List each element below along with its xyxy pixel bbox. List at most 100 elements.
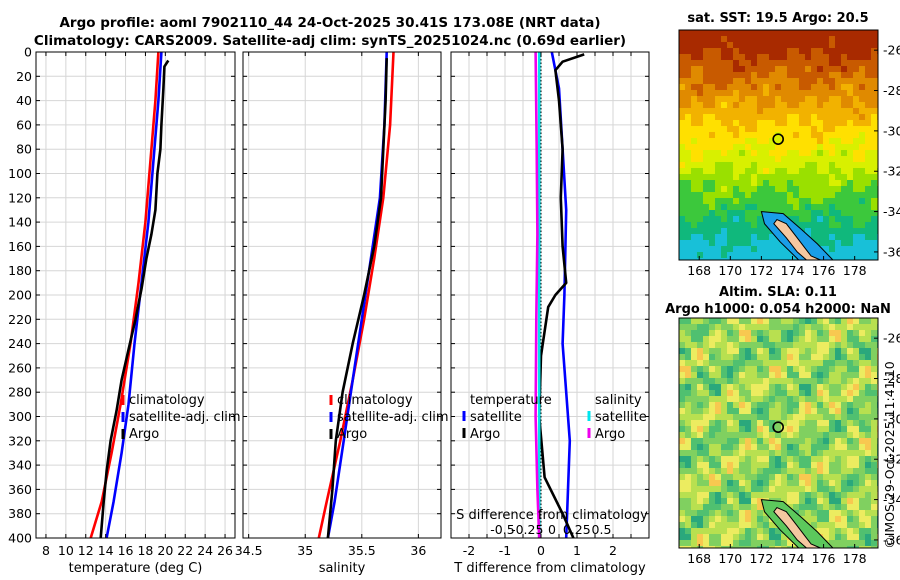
sst-cell — [709, 132, 715, 138]
sst-cell — [709, 144, 715, 150]
sst-cell — [853, 156, 859, 162]
sst-cell — [823, 72, 829, 78]
sst-cell — [745, 78, 751, 84]
sla-cell — [847, 396, 853, 402]
sst-cell — [853, 42, 859, 48]
sla-cell — [727, 528, 733, 534]
sla-cell — [787, 456, 793, 462]
sla-cell — [685, 330, 691, 336]
sst-cell — [739, 234, 745, 240]
sst-cell — [715, 192, 721, 198]
sst-cell — [829, 90, 835, 96]
sst-cell — [733, 36, 739, 42]
sla-cell — [811, 474, 817, 480]
sst-cell — [703, 228, 709, 234]
sst-cell — [853, 54, 859, 60]
sla-cell — [703, 348, 709, 354]
sst-cell — [691, 252, 697, 258]
sla-cell — [787, 348, 793, 354]
sst-cell — [769, 114, 775, 120]
sst-cell — [793, 78, 799, 84]
sst-cell — [871, 192, 877, 198]
sla-cell — [745, 390, 751, 396]
sla-cell — [769, 456, 775, 462]
sst-cell — [703, 66, 709, 72]
sla-x-tick-label: 174 — [781, 551, 805, 566]
sst-cell — [721, 144, 727, 150]
sst-cell — [871, 228, 877, 234]
x-tick-label: -2 — [463, 543, 475, 558]
sst-cell — [775, 150, 781, 156]
sla-cell — [847, 402, 853, 408]
sst-cell — [721, 240, 727, 246]
sla-cell — [871, 318, 877, 324]
sst-cell — [721, 96, 727, 102]
sla-cell — [679, 354, 685, 360]
sst-cell — [829, 42, 835, 48]
sst-cell — [745, 108, 751, 114]
sst-cell — [841, 48, 847, 54]
sst-cell — [715, 90, 721, 96]
sla-cell — [769, 486, 775, 492]
sst-cell — [757, 162, 763, 168]
sst-cell — [757, 204, 763, 210]
sst-cell — [829, 126, 835, 132]
sla-cell — [715, 390, 721, 396]
sst-cell — [793, 48, 799, 54]
sla-cell — [751, 444, 757, 450]
sla-cell — [745, 534, 751, 540]
sla-cell — [871, 366, 877, 372]
sla-cell — [817, 366, 823, 372]
sla-cell — [871, 384, 877, 390]
sla-cell — [793, 342, 799, 348]
sst-cell — [781, 78, 787, 84]
sla-cell — [811, 342, 817, 348]
sla-cell — [841, 318, 847, 324]
sst-cell — [865, 192, 871, 198]
sla-cell — [841, 510, 847, 516]
sla-cell — [841, 414, 847, 420]
sla-cell — [829, 348, 835, 354]
sst-cell — [793, 108, 799, 114]
sla-cell — [805, 366, 811, 372]
sla-cell — [709, 402, 715, 408]
sla-cell — [829, 420, 835, 426]
sst-cell — [835, 174, 841, 180]
sla-cell — [685, 348, 691, 354]
sst-cell — [871, 138, 877, 144]
sla-cell — [841, 432, 847, 438]
sst-cell — [769, 90, 775, 96]
sla-cell — [727, 432, 733, 438]
sla-cell — [745, 372, 751, 378]
sla-cell — [679, 492, 685, 498]
sla-cell — [763, 408, 769, 414]
sla-cell — [745, 384, 751, 390]
sst-cell — [721, 108, 727, 114]
sla-cell — [745, 462, 751, 468]
sst-cell — [835, 66, 841, 72]
sst-cell — [709, 234, 715, 240]
sst-cell — [817, 78, 823, 84]
sla-cell — [787, 390, 793, 396]
sla-cell — [847, 384, 853, 390]
sla-cell — [721, 540, 727, 546]
sst-cell — [727, 66, 733, 72]
sst-cell — [763, 156, 769, 162]
sst-cell — [763, 66, 769, 72]
sst-cell — [739, 156, 745, 162]
sla-cell — [703, 462, 709, 468]
sla-cell — [787, 366, 793, 372]
sst-cell — [811, 222, 817, 228]
sst-cell — [829, 204, 835, 210]
sla-cell — [781, 438, 787, 444]
sst-cell — [703, 150, 709, 156]
sst-cell — [745, 198, 751, 204]
sla-cell — [793, 444, 799, 450]
sla-cell — [739, 384, 745, 390]
sla-cell — [865, 516, 871, 522]
sst-cell — [847, 42, 853, 48]
sst-cell — [745, 192, 751, 198]
sst-cell — [715, 114, 721, 120]
sst-cell — [847, 126, 853, 132]
sst-cell — [805, 42, 811, 48]
